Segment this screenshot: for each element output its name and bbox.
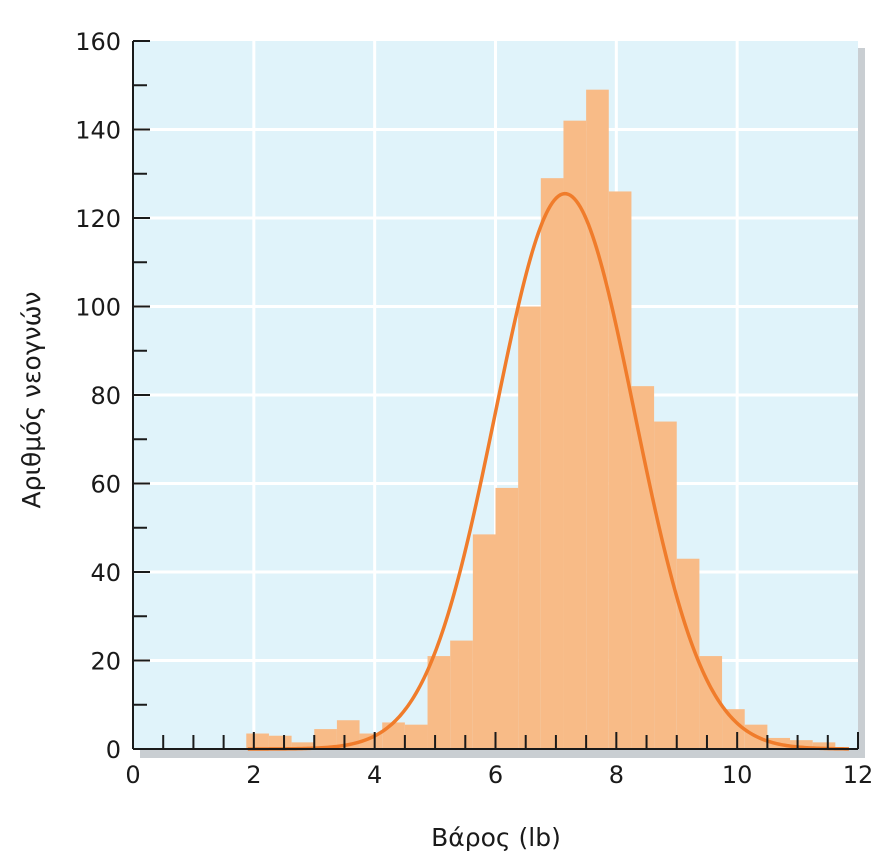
histogram-bar <box>540 178 564 750</box>
y-tick-label: 140 <box>75 117 121 145</box>
x-tick-label: 4 <box>367 761 382 789</box>
x-tick-label: 12 <box>843 761 874 789</box>
histogram-bar <box>676 558 700 749</box>
x-tick-label: 10 <box>722 761 753 789</box>
histogram-bar <box>654 421 677 749</box>
y-tick-label: 100 <box>75 294 121 322</box>
histogram-bar <box>631 386 655 749</box>
axes <box>132 40 859 750</box>
y-tick-label: 60 <box>90 471 121 499</box>
histogram-bar <box>246 733 269 749</box>
histogram-bar <box>790 740 813 749</box>
x-axis-title: Βάρος (lb) <box>431 823 561 852</box>
y-tick-label: 80 <box>90 382 121 410</box>
x-tick-label: 8 <box>609 761 624 789</box>
y-tick-labels: 0 20 40 60 80 100 120 140 160 <box>75 28 121 764</box>
histogram-bar <box>382 722 405 749</box>
histogram-bar <box>268 735 292 749</box>
y-tick-label: 0 <box>106 736 121 764</box>
histogram-bar <box>450 640 473 749</box>
histogram-bar <box>359 733 383 749</box>
histogram-bar <box>586 89 609 750</box>
histogram-bar <box>495 487 519 749</box>
y-tick-label: 160 <box>75 28 121 56</box>
histogram-bar <box>404 724 428 749</box>
normal-curve <box>247 191 849 751</box>
histogram-bar <box>314 729 337 749</box>
x-tick-label: 6 <box>488 761 503 789</box>
histogram-bar <box>608 191 632 749</box>
x-tick-label: 0 <box>125 761 140 789</box>
y-tick-label: 40 <box>90 559 121 587</box>
histogram-bar <box>427 656 451 749</box>
x-tick-label: 2 <box>246 761 261 789</box>
histogram-bar <box>472 534 496 749</box>
histogram-bar <box>291 742 315 749</box>
histogram-bar <box>722 709 745 749</box>
histogram-bar <box>518 306 541 749</box>
x-tick-labels: 0 2 4 6 8 10 12 <box>125 761 873 789</box>
y-tick-label: 120 <box>75 205 121 233</box>
y-tick-label: 20 <box>90 648 121 676</box>
histogram-bar <box>812 742 836 749</box>
y-axis-title: Αριθμός νεογνών <box>17 292 46 509</box>
histogram-bar <box>563 120 587 749</box>
